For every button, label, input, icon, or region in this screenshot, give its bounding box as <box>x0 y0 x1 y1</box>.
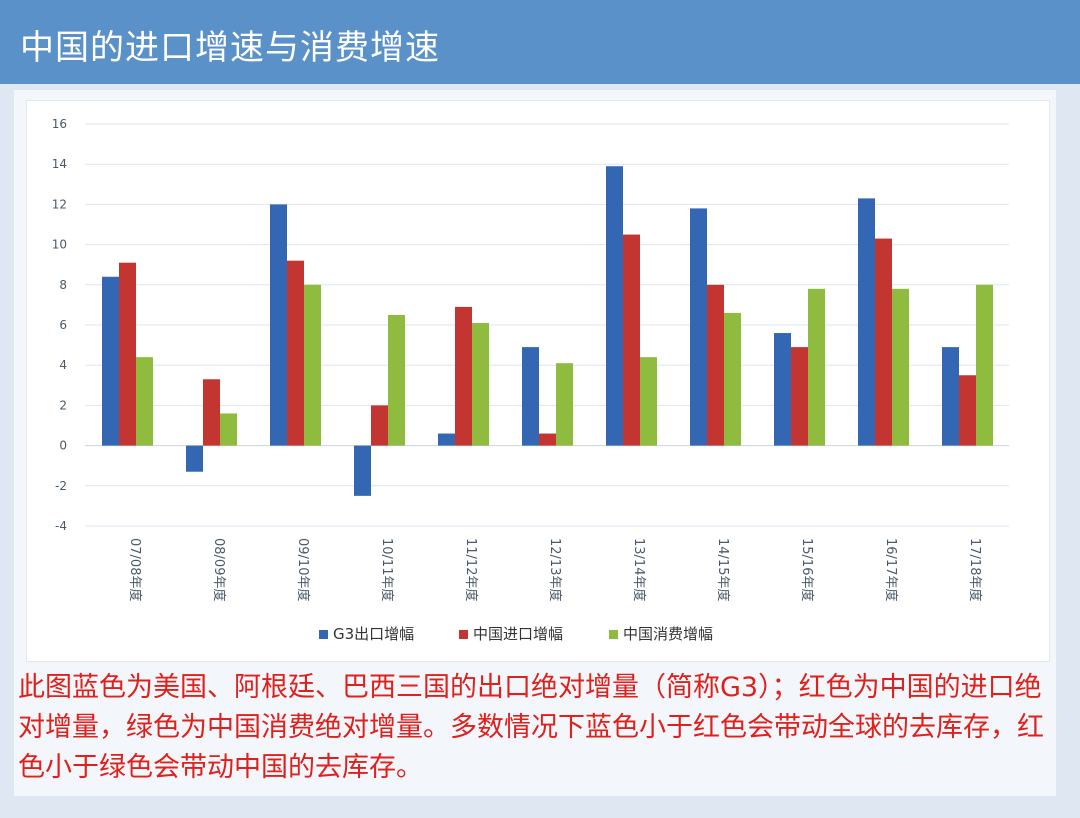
bar <box>136 357 153 446</box>
bar <box>522 347 539 446</box>
legend-swatch <box>319 630 328 639</box>
bar <box>304 284 321 446</box>
bars-layer <box>102 166 993 496</box>
y-tick-label: 6 <box>59 318 67 332</box>
y-tick-label: 4 <box>59 358 67 372</box>
bar-chart: -4 -2 0 2 4 6 8 10 12 14 16 07/08年度 08/09年度 09/10年度 1… <box>52 117 1009 643</box>
bar <box>371 405 388 446</box>
y-tick-label: 16 <box>52 117 67 131</box>
bar <box>640 357 657 446</box>
y-tick-label: -4 <box>55 519 67 533</box>
bar <box>186 445 203 472</box>
bar <box>858 198 875 446</box>
bar <box>724 312 741 446</box>
x-tick-label: 14/15年度 <box>715 538 731 601</box>
y-tick-label: 8 <box>59 278 67 292</box>
x-tick-label: 10/11年度 <box>379 538 395 601</box>
x-tick-label: 15/16年度 <box>799 538 815 601</box>
bar <box>287 260 304 446</box>
title-bar: 中国的进口增速与消费增速 <box>0 0 1080 84</box>
bar <box>774 333 791 446</box>
bar <box>892 288 909 446</box>
bar <box>976 284 993 446</box>
legend-swatch <box>609 630 618 639</box>
x-tick-label: 17/18年度 <box>967 538 983 601</box>
bar <box>270 204 287 446</box>
y-tick-label: 12 <box>52 197 67 211</box>
y-tick-label: 10 <box>52 238 67 252</box>
bar <box>707 284 724 446</box>
bar <box>942 347 959 446</box>
x-tick-label: 16/17年度 <box>883 538 899 601</box>
y-tick-label: 2 <box>59 398 67 412</box>
y-axis-ticks: -4 -2 0 2 4 6 8 10 12 14 16 <box>52 117 67 533</box>
bar <box>539 433 556 446</box>
bar <box>102 276 119 446</box>
y-tick-label: -2 <box>55 479 67 493</box>
x-axis-ticks: 07/08年度 08/09年度 09/10年度 10/11年度 11/12年度 12/13… <box>127 538 983 601</box>
legend-label: G3出口增幅 <box>333 625 414 643</box>
bar <box>791 347 808 446</box>
legend: G3出口增幅 中国进口增幅 中国消费增幅 <box>319 625 713 643</box>
legend-swatch <box>459 630 468 639</box>
bar <box>959 375 976 446</box>
y-tick-label: 14 <box>52 157 67 171</box>
bar <box>556 363 573 446</box>
bar <box>606 166 623 446</box>
bar <box>220 413 237 446</box>
bar <box>623 234 640 446</box>
y-tick-label: 0 <box>59 439 67 453</box>
bar <box>438 433 455 446</box>
bar <box>455 306 472 446</box>
x-tick-label: 08/09年度 <box>211 538 227 601</box>
x-tick-label: 09/10年度 <box>295 538 311 601</box>
x-tick-label: 07/08年度 <box>127 538 143 601</box>
bar <box>875 238 892 446</box>
chart-caption: 此图蓝色为美国、阿根廷、巴西三国的出口绝对增量（简称G3）；红色为中国的进口绝对… <box>18 672 1044 783</box>
page-title: 中国的进口增速与消费增速 <box>20 28 440 68</box>
bar <box>472 322 489 446</box>
bar <box>119 262 136 446</box>
legend-label: 中国消费增幅 <box>623 625 713 643</box>
x-tick-label: 13/14年度 <box>631 538 647 601</box>
x-tick-label: 12/13年度 <box>547 538 563 601</box>
x-tick-label: 11/12年度 <box>463 538 479 601</box>
bar <box>690 208 707 446</box>
bar <box>808 288 825 446</box>
bar <box>354 445 371 496</box>
legend-label: 中国进口增幅 <box>473 625 563 643</box>
chart-container: -4 -2 0 2 4 6 8 10 12 14 16 07/08年度 08/09年度 09/10年度 1… <box>26 100 1050 662</box>
bar <box>203 379 220 446</box>
bar <box>388 314 405 446</box>
